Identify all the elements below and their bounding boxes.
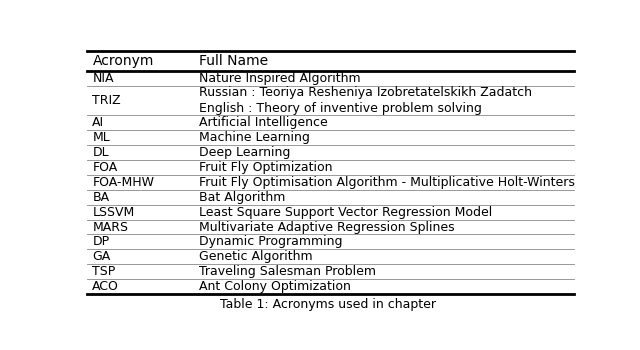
Text: NIA: NIA: [92, 72, 114, 85]
Text: TSP: TSP: [92, 265, 116, 278]
Text: BA: BA: [92, 191, 109, 204]
Text: Nature Inspired Algorithm: Nature Inspired Algorithm: [199, 72, 361, 85]
Text: Multivariate Adaptive Regression Splines: Multivariate Adaptive Regression Splines: [199, 220, 454, 233]
Text: Genetic Algorithm: Genetic Algorithm: [199, 250, 313, 263]
Text: Full Name: Full Name: [199, 54, 268, 68]
Text: GA: GA: [92, 250, 111, 263]
Text: Fruit Fly Optimisation Algorithm - Multiplicative Holt-Winters: Fruit Fly Optimisation Algorithm - Multi…: [199, 176, 575, 189]
Text: Acronym: Acronym: [92, 54, 154, 68]
Text: LSSVM: LSSVM: [92, 206, 134, 219]
Text: Bat Algorithm: Bat Algorithm: [199, 191, 285, 204]
Text: MARS: MARS: [92, 220, 129, 233]
Text: DL: DL: [92, 146, 109, 159]
Text: Table 1: Acronyms used in chapter: Table 1: Acronyms used in chapter: [220, 298, 436, 310]
Text: FOA: FOA: [92, 161, 118, 174]
Text: Artificial Intelligence: Artificial Intelligence: [199, 116, 328, 130]
Text: Russian : Teoriya Resheniya Izobretatelskikh Zadatch: Russian : Teoriya Resheniya Izobretatels…: [199, 86, 532, 99]
Text: English : Theory of inventive problem solving: English : Theory of inventive problem so…: [199, 102, 482, 115]
Text: DP: DP: [92, 236, 109, 248]
Text: ACO: ACO: [92, 280, 119, 293]
Text: Dynamic Programming: Dynamic Programming: [199, 236, 342, 248]
Text: FOA-MHW: FOA-MHW: [92, 176, 154, 189]
Text: Least Square Support Vector Regression Model: Least Square Support Vector Regression M…: [199, 206, 492, 219]
Text: ML: ML: [92, 131, 110, 144]
Text: Fruit Fly Optimization: Fruit Fly Optimization: [199, 161, 333, 174]
Text: AI: AI: [92, 116, 104, 130]
Text: Deep Learning: Deep Learning: [199, 146, 291, 159]
Text: Ant Colony Optimization: Ant Colony Optimization: [199, 280, 351, 293]
Text: Machine Learning: Machine Learning: [199, 131, 310, 144]
Text: TRIZ: TRIZ: [92, 94, 121, 107]
Text: Traveling Salesman Problem: Traveling Salesman Problem: [199, 265, 376, 278]
